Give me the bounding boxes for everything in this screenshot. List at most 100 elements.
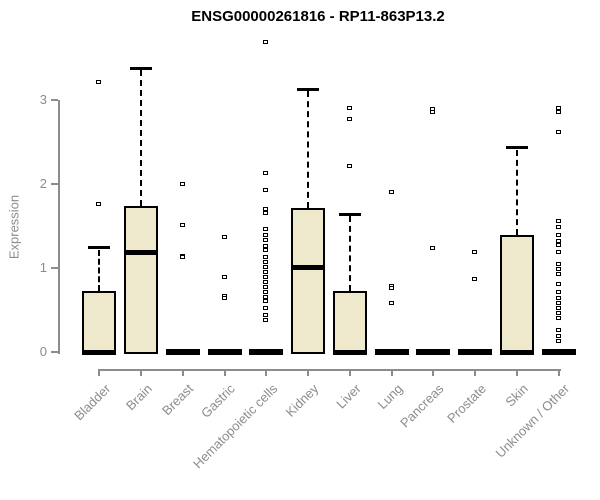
x-axis-tick [348,369,351,376]
outlier-point [555,110,561,115]
outlier-point [263,299,269,304]
outlier-point [555,289,561,294]
median-line [332,349,367,355]
outlier-point [555,339,561,344]
whisker-cap [297,87,320,91]
median-line [291,264,326,270]
outlier-point [555,295,561,300]
outlier-point [263,269,269,274]
y-axis-line [58,100,60,354]
x-tick-label: Skin [501,381,531,410]
x-axis-tick [181,369,184,376]
box-bladder [82,291,117,354]
outlier-point [263,206,269,211]
outlier-point [388,285,394,290]
outlier-point [555,282,561,287]
outlier-point [388,300,394,305]
outlier-point [263,289,269,294]
y-axis-tick [51,183,58,185]
outlier-point [263,171,269,176]
y-axis-tick [51,267,58,269]
outlier-point [263,40,269,45]
y-tick-label: 3 [39,92,47,107]
outlier-point [555,272,561,277]
collapsed-box [416,349,451,355]
whisker-cap [88,246,111,250]
outlier-point [555,250,561,255]
outlier-point [555,242,561,247]
outlier-point [430,246,436,251]
collapsed-box [249,349,284,355]
x-tick-label: Kidney [283,381,322,420]
outlier-point [263,294,269,299]
collapsed-box [541,349,576,355]
outlier-point [555,333,561,338]
whisker-cap [130,66,153,70]
outlier-point [263,317,269,322]
x-axis-tick [515,369,518,376]
y-axis-label: Expression [6,194,22,260]
outlier-point [263,312,269,317]
x-tick-label: Brain [122,381,155,414]
outlier-point [263,237,269,242]
x-tick-label: Prostate [443,381,489,426]
box-kidney [291,208,326,354]
outlier-point [221,235,227,240]
outlier-point [346,105,352,110]
outlier-point [555,262,561,267]
outlier-point [96,79,102,84]
x-axis-tick [140,369,143,376]
outlier-point [472,277,478,282]
outlier-point [346,163,352,168]
x-axis-tick [557,369,560,376]
outlier-point [555,105,561,110]
outlier-point [346,116,352,121]
whisker-line [98,249,101,292]
y-tick-label: 2 [39,176,47,191]
outlier-point [263,243,269,248]
whisker-line [140,70,143,207]
x-tick-label: Pancreas [397,381,447,431]
outlier-point [430,110,436,115]
outlier-point [263,305,269,310]
x-axis-tick [474,369,477,376]
outlier-point [263,226,269,231]
whisker-line [348,216,351,292]
x-axis-tick [307,369,310,376]
collapsed-box [458,349,493,355]
outlier-point [555,130,561,135]
x-tick-label: Gastric [198,381,239,421]
whisker-cap [338,212,361,216]
outlier-point [555,310,561,315]
median-line [82,349,117,355]
outlier-point [263,232,269,237]
outlier-point [179,255,185,260]
outlier-point [263,210,269,215]
outlier-point [555,300,561,305]
outlier-point [263,259,269,264]
whisker-line [515,149,518,235]
x-axis-tick [390,369,393,376]
median-line [499,349,534,355]
outlier-point [555,225,561,230]
collapsed-box [374,349,409,355]
x-axis-tick [223,369,226,376]
y-axis-tick [51,351,58,353]
x-tick-label: Liver [332,381,364,412]
outlier-point [263,247,269,252]
outlier-point [555,305,561,310]
whisker-line [307,91,310,209]
outlier-point [96,201,102,206]
outlier-point [388,189,394,194]
outlier-point [263,264,269,269]
outlier-point [555,232,561,237]
collapsed-box [165,349,200,355]
outlier-point [263,274,269,279]
y-tick-label: 1 [39,260,47,275]
median-line [124,250,159,256]
outlier-point [221,274,227,279]
x-tick-label: Breast [159,381,197,419]
outlier-point [472,250,478,255]
outlier-point [263,188,269,193]
